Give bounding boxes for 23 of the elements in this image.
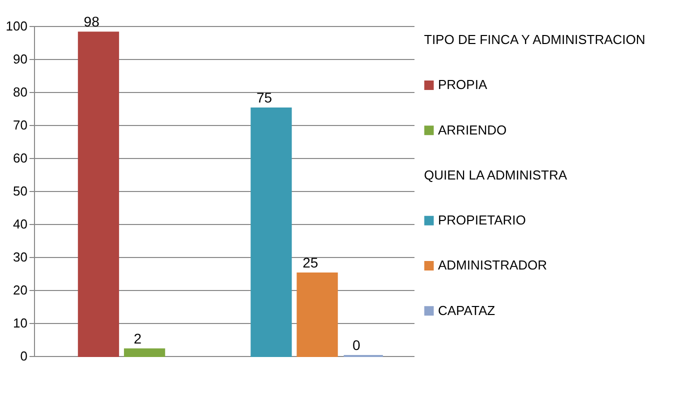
- data-label: 25: [302, 254, 318, 270]
- y-tick-label: 90: [13, 52, 28, 66]
- y-tick-label: 0: [20, 348, 28, 364]
- y-tick-label: 10: [13, 316, 28, 330]
- y-tick-label: 60: [13, 150, 28, 166]
- data-label: 0: [352, 337, 361, 353]
- y-tick-label: 40: [13, 216, 28, 232]
- text: QUIEN LA ADMINISTRA: [424, 167, 568, 182]
- legend-label: CAPATAZ: [438, 302, 496, 318]
- y-tick-label: 20: [13, 282, 28, 298]
- legend-label: ARRIENDO: [438, 122, 507, 138]
- data-label: 98: [84, 14, 100, 30]
- y-tick-label: 80: [13, 84, 28, 100]
- legend-label: PROPIETARIO: [438, 212, 526, 228]
- y-tick-label: 70: [13, 118, 28, 132]
- y-tick-label: 50: [13, 184, 28, 198]
- legend-label: PROPIA: [438, 77, 488, 92]
- y-tick-label: 30: [13, 250, 28, 264]
- data-label: 75: [256, 90, 272, 106]
- legend-title: TIPO DE FINCA Y ADMINISTRACION: [424, 32, 646, 48]
- legend-label: ADMINISTRADOR: [438, 258, 548, 273]
- y-tick-label: 100: [6, 18, 28, 34]
- data-label: 2: [134, 330, 142, 346]
